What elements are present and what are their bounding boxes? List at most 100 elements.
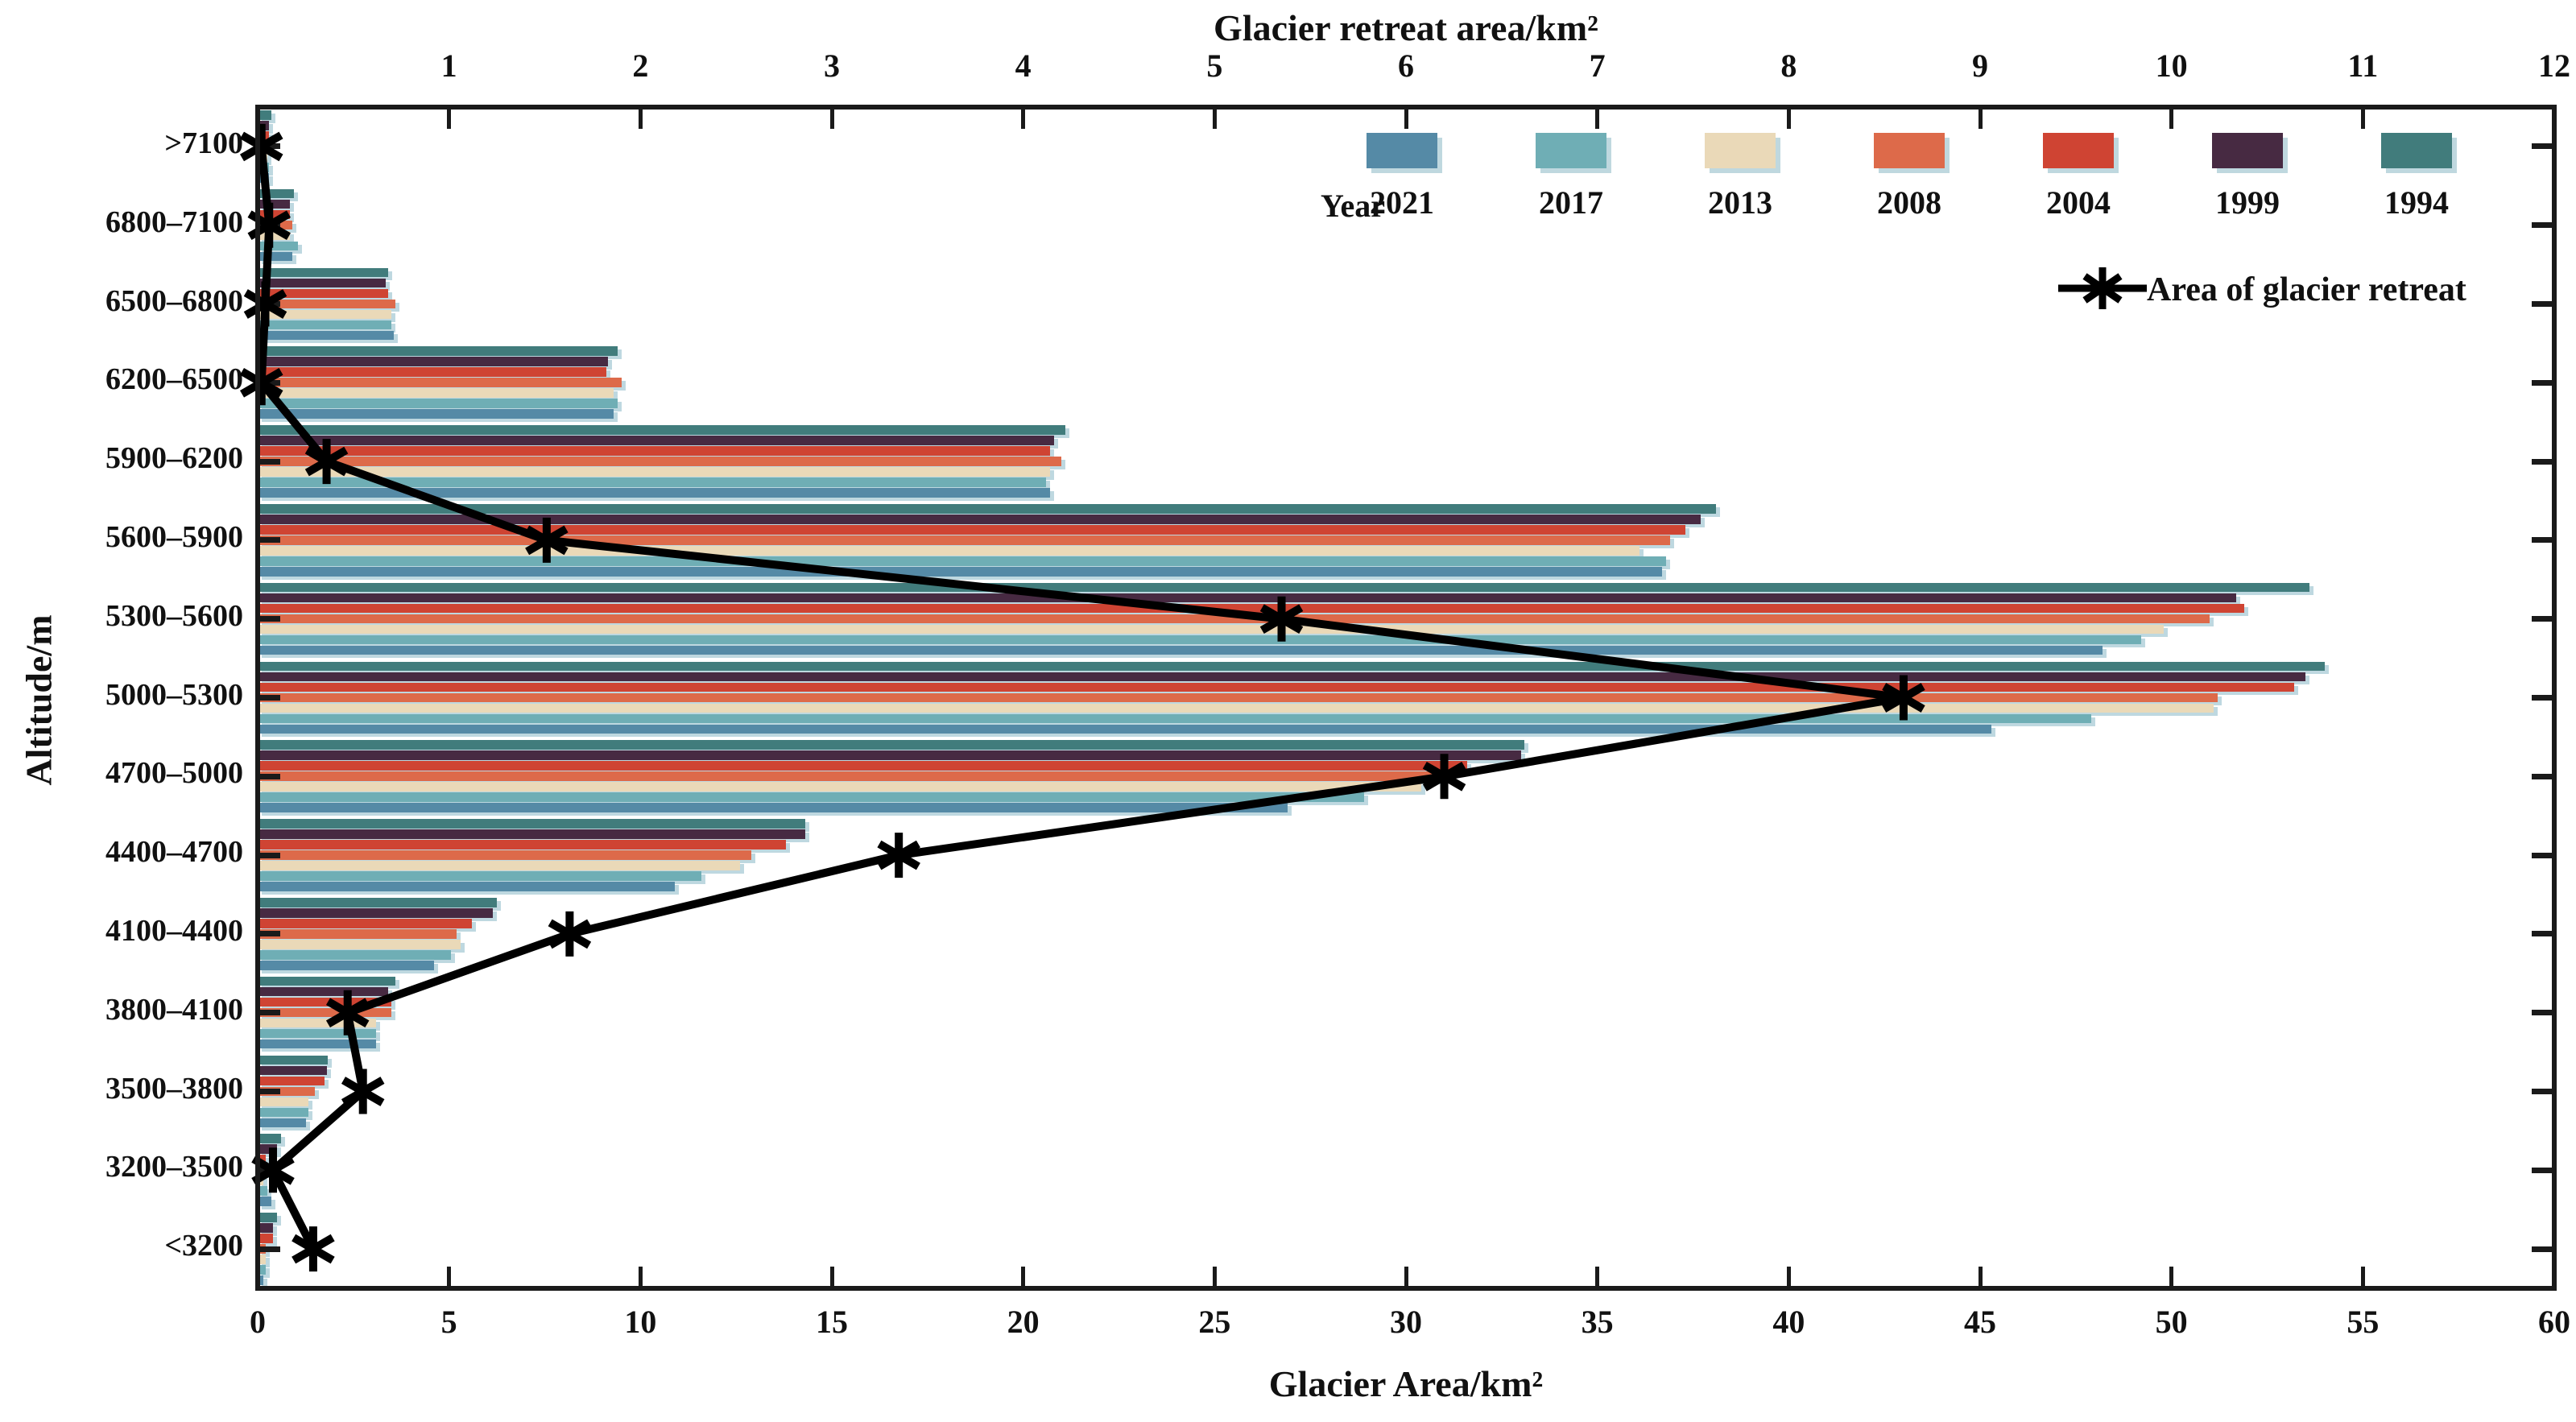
retreat-marker bbox=[240, 123, 283, 169]
y-tick-right bbox=[2532, 616, 2554, 622]
y-tick-left bbox=[258, 537, 280, 544]
retreat-marker bbox=[240, 360, 283, 406]
bottom-axis-tick bbox=[1021, 1267, 1026, 1288]
bar-2021-band13 bbox=[258, 1197, 271, 1206]
retreat-marker bbox=[525, 517, 569, 563]
band-label: 3200–3500 bbox=[105, 1150, 243, 1184]
bar-1999-band10 bbox=[258, 908, 494, 918]
top-axis-tick-label: 3 bbox=[824, 48, 840, 84]
retreat-marker bbox=[304, 439, 349, 485]
top-axis-tick bbox=[2169, 107, 2174, 129]
top-axis-tick bbox=[447, 107, 452, 129]
bar-1999-band3 bbox=[258, 357, 608, 366]
bar-1999-band6 bbox=[258, 593, 2237, 603]
band-label: 3500–3800 bbox=[105, 1071, 243, 1106]
bar-1999-band5 bbox=[258, 515, 1701, 524]
y-tick-right bbox=[2532, 301, 2554, 307]
y-tick-right bbox=[2532, 1167, 2554, 1173]
bar-2021-band7 bbox=[258, 724, 1992, 734]
band-label: 6800–7100 bbox=[105, 205, 243, 239]
band-label: >7100 bbox=[164, 126, 243, 160]
retreat-marker bbox=[1882, 675, 1925, 721]
bar-2013-band12 bbox=[258, 1097, 309, 1107]
y-tick-right bbox=[2532, 458, 2554, 465]
bottom-axis-tick-label: 20 bbox=[1007, 1304, 1040, 1340]
retreat-marker bbox=[877, 833, 920, 878]
bar-1994-band9 bbox=[258, 819, 805, 829]
bar-2017-band7 bbox=[258, 713, 2091, 724]
y-tick-right bbox=[2532, 773, 2554, 779]
legend-year-2008: 2008 bbox=[1877, 184, 1941, 221]
legend-year-1999: 1999 bbox=[2215, 184, 2280, 221]
bar-2008-band12 bbox=[258, 1086, 316, 1097]
bar-1994-band1 bbox=[258, 188, 295, 199]
legend-swatch-2008 bbox=[1874, 133, 1945, 168]
bottom-axis-tick-label: 45 bbox=[1964, 1304, 1996, 1340]
bottom-axis-tick-label: 15 bbox=[816, 1304, 848, 1340]
bar-2004-band12 bbox=[258, 1076, 325, 1086]
top-axis-tick-label: 12 bbox=[2538, 48, 2570, 84]
bottom-axis-tick bbox=[638, 1267, 643, 1288]
bar-1994-band6 bbox=[258, 582, 2309, 593]
bar-2008-band3 bbox=[258, 378, 622, 387]
retreat-line-layer bbox=[240, 123, 1925, 1272]
retreat-line bbox=[257, 146, 1904, 1251]
y-tick-right bbox=[2532, 222, 2554, 229]
band-label: 3800–4100 bbox=[105, 992, 243, 1027]
y-tick-right bbox=[2532, 143, 2554, 150]
bar-1994-band14 bbox=[258, 1213, 277, 1222]
bar-1999-band11 bbox=[258, 986, 388, 997]
legend-swatch-1999 bbox=[2212, 133, 2283, 168]
bar-2013-band5 bbox=[258, 546, 1639, 556]
bar-2013-band8 bbox=[258, 782, 1421, 792]
y-tick-left bbox=[258, 458, 280, 465]
bottom-axis-tick-label: 5 bbox=[440, 1304, 457, 1340]
legend-year-2017: 2017 bbox=[1539, 184, 1603, 221]
band-label: 5300–5600 bbox=[105, 598, 243, 633]
y-tick-right bbox=[2532, 1010, 2554, 1016]
bar-2021-band6 bbox=[258, 645, 2103, 655]
bar-2004-band10 bbox=[258, 919, 473, 928]
band-label: <3200 bbox=[164, 1229, 243, 1263]
top-axis-tick bbox=[1786, 107, 1791, 129]
bar-2004-band4 bbox=[258, 446, 1050, 456]
plot-area bbox=[240, 105, 2557, 1291]
y-tick-left bbox=[258, 931, 280, 937]
top-axis-tick-label: 1 bbox=[440, 48, 457, 84]
top-axis-tick bbox=[638, 107, 643, 129]
bar-2013-band4 bbox=[258, 467, 1050, 477]
legend-year-1994: 1994 bbox=[2384, 184, 2449, 221]
bottom-axis-tick-label: 50 bbox=[2155, 1304, 2188, 1340]
top-axis-tick bbox=[1595, 107, 1600, 129]
bar-2017-band1 bbox=[258, 241, 298, 251]
bar-2013-band14 bbox=[258, 1255, 266, 1264]
bar-2013-band6 bbox=[258, 624, 2165, 635]
line-series-legend-label: Area of glacier retreat bbox=[2147, 271, 2466, 308]
bar-2013-band3 bbox=[258, 388, 614, 398]
bar-2013-band2 bbox=[258, 309, 392, 320]
band-label: 4700–5000 bbox=[105, 756, 243, 791]
bottom-axis-tick bbox=[1786, 1267, 1791, 1288]
bottom-axis-tick bbox=[1595, 1267, 1600, 1288]
bottom-axis-tick-label: 60 bbox=[2538, 1304, 2570, 1340]
top-axis-tick-label: 4 bbox=[1015, 48, 1032, 84]
bar-2013-band11 bbox=[258, 1018, 377, 1028]
bar-2008-band5 bbox=[258, 535, 1670, 545]
top-axis-tick-label: 10 bbox=[2155, 48, 2188, 84]
top-axis-tick-label: 8 bbox=[1780, 48, 1797, 84]
bottom-axis-tick bbox=[1404, 1267, 1408, 1288]
bar-1994-band0 bbox=[258, 110, 271, 120]
bar-1999-band8 bbox=[258, 750, 1521, 760]
bar-2004-band5 bbox=[258, 525, 1685, 535]
plot-border-left bbox=[255, 105, 260, 1291]
plot-border-top bbox=[255, 105, 2557, 110]
legend-swatch-2021 bbox=[1367, 133, 1437, 168]
bar-2004-band9 bbox=[258, 840, 786, 849]
bar-2008-band9 bbox=[258, 850, 752, 860]
bar-2013-band9 bbox=[258, 861, 740, 870]
bar-2021-band10 bbox=[258, 961, 434, 970]
plot-border-bottom bbox=[255, 1286, 2557, 1291]
bar-2008-band7 bbox=[258, 692, 2218, 703]
plot-border-right bbox=[2552, 105, 2557, 1291]
bar-2004-band7 bbox=[258, 682, 2294, 692]
